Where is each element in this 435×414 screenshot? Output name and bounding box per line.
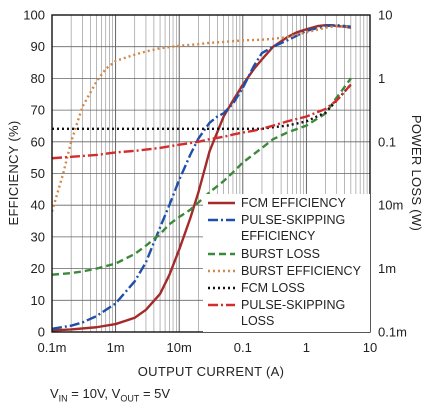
legend-label: BURST EFFICIENCY [241,264,362,278]
y-axis-title: EFFICIENCY (%) [6,120,21,225]
x-axis-title: OUTPUT CURRENT (A) [138,364,284,379]
x-tick-label: 0.1m [38,340,67,355]
x-tick-label: 1 [303,340,310,355]
y-tick-label: 60 [31,134,45,149]
x-tick-label: 1m [107,340,125,355]
y-tick-label: 40 [31,198,45,213]
series-line [52,23,351,331]
series-line [52,83,352,160]
y2-axis-title: POWER LOSS (W) [409,115,424,231]
y-tick-label: 10 [31,293,45,308]
x-tick-label: 10m [167,340,192,355]
vin-symbol: V [50,386,59,401]
legend-label: PULSE-SKIPPING [241,298,345,312]
series-line [52,77,352,276]
vout-symbol: V [111,386,121,401]
legend-background [203,194,370,332]
y2-tick-label: 0.1m [378,325,407,340]
vin-value: = 10V, [67,386,112,401]
vin-subscript: IN [58,393,68,404]
y2-tick-label: 1 [378,71,385,86]
bottom-tick-labels: 0.1m 1m 10m 0.1 1 10 [38,340,378,355]
y-tick-label: 90 [31,39,45,54]
vout-value: = 5V [139,386,171,401]
series-line [52,23,352,332]
y-tick-label: 0 [38,325,45,340]
y-tick-label: 30 [31,229,45,244]
legend-label: FCM LOSS [241,281,305,295]
test-conditions: VIN = 10V, VOUT = 5V [50,386,170,404]
left-tick-labels: 0 10 20 30 40 50 60 70 80 90 100 [23,8,45,340]
y2-tick-label: 10 [378,8,392,23]
legend-label: PULSE-SKIPPING [241,213,345,227]
series-layer [52,23,352,332]
x-tick-label: 0.1 [234,340,252,355]
right-tick-labels: 0.1m 1m 10m 0.1 1 10 [378,8,407,340]
vout-subscript: OUT [120,393,140,404]
series-line [52,24,351,212]
y2-tick-label: 10m [378,198,403,213]
y2-tick-label: 0.1 [378,134,396,149]
legend: FCM EFFICIENCY PULSE-SKIPPING EFFICIENCY BU… [203,194,370,332]
x-tick-label: 10 [363,340,377,355]
legend-label: BURST LOSS [241,247,320,261]
y-tick-label: 70 [31,103,45,118]
y-tick-label: 80 [31,71,45,86]
legend-label: LOSS [241,314,274,328]
y2-tick-label: 1m [378,261,396,276]
legend-label: FCM EFFICIENCY [241,196,347,210]
y-tick-label: 20 [31,261,45,276]
y-tick-label: 100 [23,8,45,23]
y-tick-label: 50 [31,166,45,181]
series-line [52,83,352,131]
legend-label: EFFICIENCY [241,229,316,243]
